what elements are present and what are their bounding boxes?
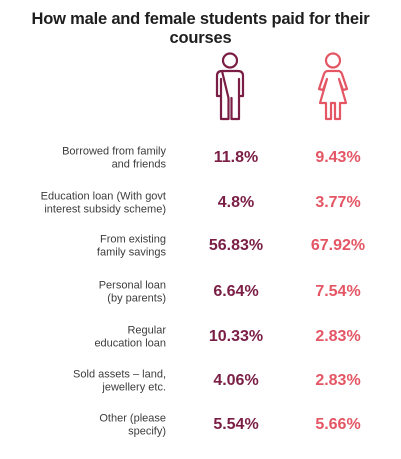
male-value: 6.64% bbox=[213, 283, 259, 300]
male-value: 10.33% bbox=[208, 328, 264, 345]
male-value: 11.8% bbox=[213, 149, 259, 166]
female-value: 5.66% bbox=[315, 416, 361, 433]
male-value: 4.8% bbox=[217, 194, 255, 211]
female-value: 2.83% bbox=[315, 372, 361, 389]
row-label: Regular education loan bbox=[94, 324, 166, 350]
female-figure-icon bbox=[317, 52, 349, 121]
male-value: 4.06% bbox=[213, 372, 259, 389]
row-label: Education loan (With govt interest subsid… bbox=[40, 190, 166, 216]
chart-title: How male and female students paid for th… bbox=[31, 10, 370, 47]
female-value: 2.83% bbox=[315, 328, 361, 345]
row-label: Other (please specify) bbox=[99, 412, 166, 438]
male-value: 5.54% bbox=[213, 416, 259, 433]
female-value: 9.43% bbox=[315, 149, 361, 166]
male-value: 56.83% bbox=[208, 237, 264, 254]
row-label: From existing family savings bbox=[96, 233, 166, 259]
row-label: Sold assets – land, jewellery etc. bbox=[73, 368, 166, 394]
row-label: Personal loan (by parents) bbox=[98, 279, 166, 305]
female-value: 67.92% bbox=[310, 237, 366, 254]
female-value: 7.54% bbox=[315, 283, 361, 300]
male-figure-icon bbox=[215, 52, 245, 121]
row-label: Borrowed from family and friends bbox=[62, 145, 166, 171]
female-value: 3.77% bbox=[315, 194, 361, 211]
